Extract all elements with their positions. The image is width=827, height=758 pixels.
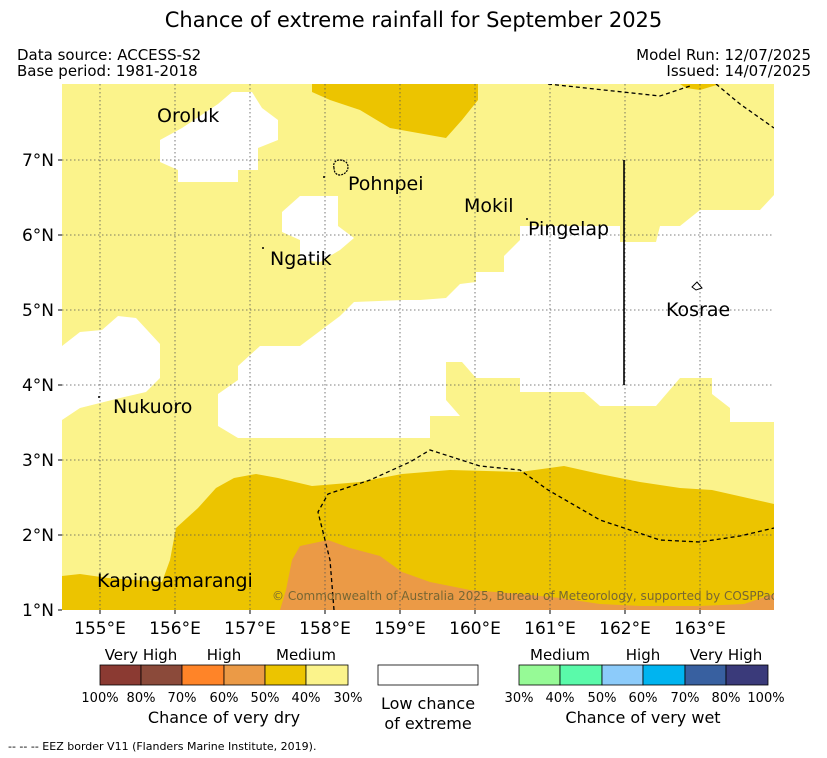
legend-percent: 100%	[81, 691, 118, 706]
low-chance-area-ngatik	[282, 196, 354, 262]
legend-percent: 70%	[671, 691, 700, 706]
lat-label: 1°N	[22, 601, 54, 621]
legend-swatch	[223, 664, 266, 686]
issued-date: Issued: 14/07/2025	[666, 62, 811, 80]
legend-swatch	[725, 664, 769, 686]
legend-percent: 80%	[712, 691, 741, 706]
legend-level: Very High	[105, 646, 178, 664]
legend-percent: 30%	[334, 691, 363, 706]
data-source: Data source: ACCESS-S2	[17, 46, 202, 64]
legend-swatch	[377, 664, 479, 686]
kosrae-island	[691, 281, 703, 291]
copyright-notice: © Commonwealth of Australia 2025, Bureau…	[272, 589, 777, 603]
legend-level: Very High	[690, 646, 763, 664]
legend-percent: 80%	[127, 691, 156, 706]
ngatik-dot	[262, 247, 264, 249]
legend-swatch	[684, 664, 727, 686]
axis-ticks	[58, 159, 701, 614]
pingelap-dot	[526, 218, 528, 220]
place-label-pohnpei: Pohnpei	[348, 173, 424, 195]
lon-label: 157°E	[224, 619, 276, 639]
eez-border	[317, 84, 774, 610]
legend-percent: 40%	[546, 691, 575, 706]
place-label-oroluk: Oroluk	[157, 105, 219, 127]
place-label-ngatik: Ngatik	[270, 248, 332, 270]
legend-dry-caption: Chance of very dry	[148, 708, 300, 727]
lon-label: 155°E	[74, 619, 126, 639]
legend-level: High	[207, 646, 241, 664]
lat-label: 6°N	[22, 226, 54, 246]
legend-percent: 30%	[505, 691, 534, 706]
lon-label: 163°E	[674, 619, 726, 639]
low-chance-area-central	[218, 195, 774, 438]
legend-wet-caption: Chance of very wet	[565, 708, 720, 727]
lon-label: 158°E	[299, 619, 351, 639]
dry-zone-north	[312, 84, 478, 138]
dry-zone-south	[62, 466, 774, 610]
legend-swatch	[601, 664, 644, 686]
legend-percent: 50%	[588, 691, 617, 706]
lat-label: 7°N	[22, 151, 54, 171]
lat-label: 5°N	[22, 301, 54, 321]
lon-label: 160°E	[449, 619, 501, 639]
dry-zone-northeast	[680, 84, 720, 90]
legend-low-line1: Low chance	[381, 694, 475, 713]
legend-low-line2: of extreme	[384, 714, 471, 733]
legend-percent: 40%	[292, 691, 321, 706]
place-label-mokil: Mokil	[464, 195, 514, 217]
legend-swatch	[642, 664, 686, 686]
place-label-kosrae: Kosrae	[666, 299, 730, 321]
place-label-pingelap: Pingelap	[528, 218, 609, 240]
lon-label: 159°E	[374, 619, 426, 639]
legend-swatch	[99, 664, 142, 686]
pohnpei-island	[333, 159, 349, 176]
legend-level: Medium	[530, 646, 590, 664]
legend-dry: Very High High Medium 100% 80% 70% 60% 5…	[81, 646, 362, 727]
longitude-labels: 155°E 156°E 157°E 158°E 159°E 160°E 161°…	[74, 619, 726, 639]
map-field: Oroluk Pohnpei Mokil Pingelap Ngatik Kos…	[62, 84, 777, 610]
legend-swatch	[264, 664, 307, 686]
lat-label: 3°N	[22, 451, 54, 471]
legend-swatch	[518, 664, 561, 686]
legend-percent: 60%	[210, 691, 239, 706]
high-dry-zone	[280, 540, 774, 610]
place-label-nukuoro: Nukuoro	[113, 396, 192, 418]
lat-label: 4°N	[22, 376, 54, 396]
ant-atoll-dot	[323, 176, 325, 178]
legend-swatch	[305, 664, 349, 686]
legend-percent: 100%	[747, 691, 784, 706]
latitude-labels: 7°N 6°N 5°N 4°N 3°N 2°N 1°N	[22, 151, 54, 621]
map-title: Chance of extreme rainfall for September…	[164, 8, 663, 32]
legend-wet: Medium High Very High 30% 40% 50% 60% 70…	[505, 646, 785, 727]
model-run: Model Run: 12/07/2025	[636, 46, 811, 64]
eez-footnote: -- -- -- EEZ border V11 (Flanders Marine…	[8, 740, 316, 753]
graticule	[62, 84, 774, 610]
lon-label: 161°E	[524, 619, 576, 639]
nukuoro-dot	[98, 396, 100, 398]
legend-level: Medium	[276, 646, 336, 664]
legend-percent: 50%	[251, 691, 280, 706]
base-period: Base period: 1981-2018	[17, 62, 198, 80]
lat-label: 2°N	[22, 526, 54, 546]
lon-label: 162°E	[599, 619, 651, 639]
low-chance-area-oroluk	[160, 92, 278, 182]
place-label-kapingamarangi: Kapingamarangi	[97, 570, 253, 592]
legend-percent: 70%	[168, 691, 197, 706]
legend-low: Low chance of extreme	[377, 664, 479, 733]
low-chance-area-west	[62, 316, 160, 420]
legend-level: High	[626, 646, 660, 664]
legend-percent: 60%	[629, 691, 658, 706]
legend-swatch	[559, 664, 603, 686]
lon-label: 156°E	[149, 619, 201, 639]
legend-swatch	[181, 664, 225, 686]
legend-swatch	[140, 664, 183, 686]
